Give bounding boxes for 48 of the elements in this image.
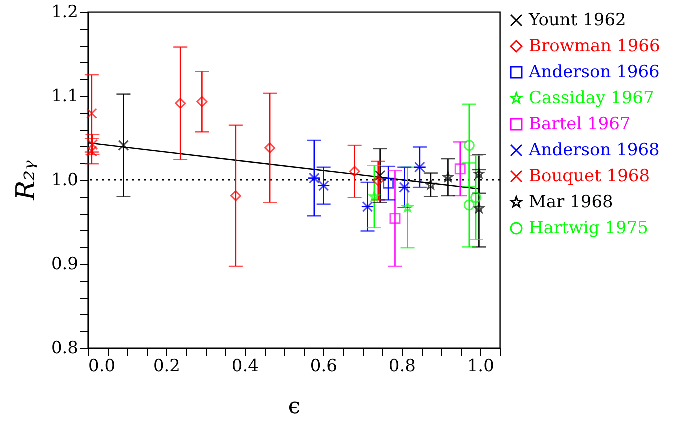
- point: [442, 172, 454, 182]
- point: [374, 170, 386, 182]
- legend-label: Anderson 1966: [528, 62, 660, 82]
- legend-label: Browman 1966: [529, 36, 660, 56]
- x-tick-label: 0.0: [88, 356, 116, 376]
- point: [196, 96, 208, 108]
- point: [426, 180, 436, 190]
- point: [349, 166, 360, 178]
- legend-label: Yount 1962: [528, 10, 626, 30]
- point: [264, 142, 276, 154]
- point: [118, 140, 130, 152]
- point: [454, 164, 466, 175]
- x-axis-title: ϵ: [288, 394, 301, 420]
- y-tick-label: 0.9: [51, 254, 78, 274]
- point: [369, 191, 380, 202]
- y-tick-label: 0.8: [51, 338, 78, 358]
- point: [399, 182, 410, 194]
- point: [383, 178, 394, 189]
- y-tick-label: 1.0: [51, 170, 78, 190]
- point: [372, 175, 384, 186]
- point: [86, 108, 98, 120]
- x-tick-label: 0.8: [388, 356, 416, 376]
- x-tick-label: 0.4: [232, 356, 259, 376]
- point: [230, 190, 242, 202]
- x-tick-label: 1.0: [467, 356, 494, 376]
- legend-label: Mar 1968: [529, 192, 614, 212]
- y-axis-title: R₂ᵧ: [11, 160, 42, 202]
- x-tick-label: 0.6: [310, 356, 338, 376]
- point: [414, 162, 426, 173]
- legend-label: Hartwig 1975: [529, 218, 648, 238]
- point: [474, 168, 484, 179]
- legend-label: Bartel 1967: [529, 114, 631, 134]
- point: [87, 139, 98, 150]
- y-tick-label: 1.2: [51, 2, 78, 22]
- point: [464, 200, 475, 211]
- x-tick-label: 0.2: [153, 356, 180, 376]
- y-tick-label: 1.1: [51, 86, 78, 106]
- point: [390, 213, 401, 224]
- point: [470, 192, 482, 204]
- point: [86, 146, 98, 157]
- legend-label: Bouquet 1968: [529, 166, 650, 186]
- legend-label: Anderson 1968: [528, 140, 660, 160]
- legend-label: Cassiday 1967: [529, 88, 654, 108]
- point: [474, 203, 484, 214]
- point: [464, 140, 475, 152]
- point: [362, 201, 374, 212]
- point: [175, 98, 186, 110]
- point: [402, 202, 414, 212]
